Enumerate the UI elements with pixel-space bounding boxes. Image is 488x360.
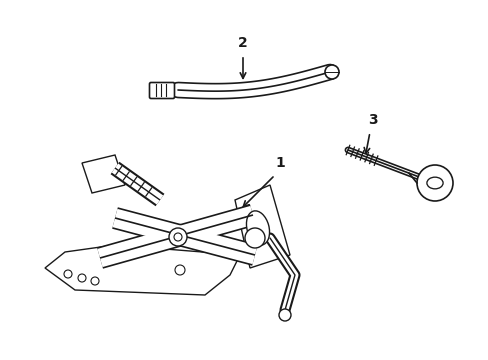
Circle shape [78, 274, 86, 282]
Circle shape [91, 277, 99, 285]
Circle shape [64, 270, 72, 278]
Polygon shape [45, 245, 240, 295]
Circle shape [416, 165, 452, 201]
Circle shape [174, 233, 182, 241]
Polygon shape [235, 185, 289, 268]
Polygon shape [82, 155, 125, 193]
Text: 3: 3 [367, 113, 377, 127]
Circle shape [325, 65, 338, 79]
Circle shape [175, 265, 184, 275]
Circle shape [279, 309, 290, 321]
FancyBboxPatch shape [149, 82, 174, 99]
Text: 1: 1 [275, 156, 285, 170]
Ellipse shape [246, 211, 269, 245]
Ellipse shape [426, 177, 442, 189]
Circle shape [169, 228, 186, 246]
Text: 2: 2 [238, 36, 247, 50]
Circle shape [244, 228, 264, 248]
